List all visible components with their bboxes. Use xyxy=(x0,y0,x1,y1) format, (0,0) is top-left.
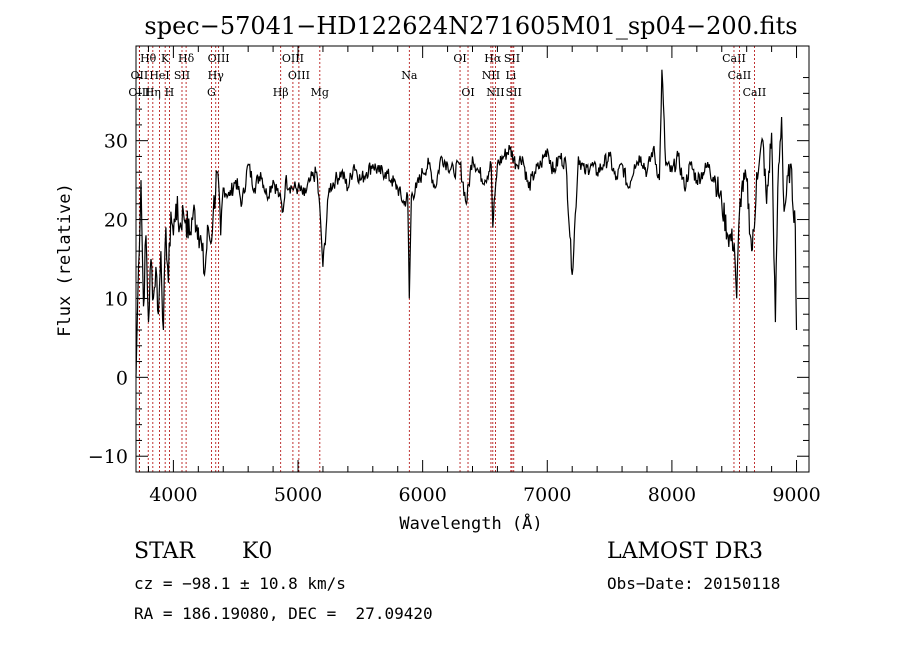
line-marker-label: OIII xyxy=(208,52,230,65)
line-marker-label: Hα xyxy=(484,52,502,65)
line-marker-label: CaII xyxy=(743,86,767,99)
line-marker-label: OIII xyxy=(288,69,310,82)
x-tick-label: 9000 xyxy=(772,484,820,506)
line-marker-label: OI xyxy=(461,86,474,99)
line-marker-label: K xyxy=(161,52,170,65)
plot-frame xyxy=(135,45,810,473)
y-tick-label: 10 xyxy=(104,288,128,310)
y-axis-ticks: −10 0 10 20 30 xyxy=(88,77,809,468)
line-marker-label: HeI xyxy=(149,69,169,82)
line-marker-label: G xyxy=(207,86,216,99)
line-marker-label: OI xyxy=(453,52,466,65)
survey-name: LAMOST DR3 xyxy=(607,539,763,564)
line-marker-label: NII xyxy=(486,86,504,99)
x-tick-label: 8000 xyxy=(648,484,696,506)
line-marker-label: Mg xyxy=(311,86,329,99)
line-marker-label: Hδ xyxy=(178,52,195,65)
flux-series-line xyxy=(135,69,798,378)
sky-coordinates: RA = 186.19080, DEC = 27.09420 xyxy=(134,604,433,623)
x-tick-label: 7000 xyxy=(523,484,571,506)
line-marker-label: OIII xyxy=(128,86,150,99)
line-marker-label: CaII xyxy=(722,52,746,65)
line-marker-label: SII xyxy=(504,52,520,65)
line-marker-label: OIII xyxy=(282,52,304,65)
line-marker-label: Hθ xyxy=(140,52,157,65)
y-tick-label: 30 xyxy=(104,131,128,153)
chart-title: spec−57041−HD122624N271605M01_sp04−200.f… xyxy=(144,12,797,40)
y-tick-label: −10 xyxy=(88,446,128,468)
line-marker-label: Hβ xyxy=(273,86,289,99)
x-tick-label: 6000 xyxy=(398,484,446,506)
line-marker-label: SII xyxy=(506,86,522,99)
y-tick-label: 20 xyxy=(104,210,128,232)
line-marker-label: Li xyxy=(505,69,516,82)
line-marker-label: NII xyxy=(482,69,500,82)
y-axis-label: Flux (relative) xyxy=(55,183,75,337)
line-marker-label: H xyxy=(165,86,175,99)
x-tick-label: 4000 xyxy=(149,484,197,506)
x-tick-label: 5000 xyxy=(274,484,322,506)
spectrum-chart: spec−57041−HD122624N271605M01_sp04−200.f… xyxy=(55,12,821,534)
line-marker-label: CaII xyxy=(728,69,752,82)
object-class: STAR xyxy=(134,539,195,564)
x-axis-ticks: 4000 5000 6000 7000 8000 9000 xyxy=(147,46,821,506)
y-tick-label: 0 xyxy=(116,367,128,389)
line-marker-label: Hγ xyxy=(208,69,225,82)
line-marker-label: Na xyxy=(401,69,418,82)
observation-date: Obs−Date: 20150118 xyxy=(607,574,781,593)
object-subclass: K0 xyxy=(242,539,273,564)
line-marker-label: SII xyxy=(174,69,190,82)
redshift-cz: cz = −98.1 ± 10.8 km/s xyxy=(134,574,346,593)
x-axis-label: Wavelength (Å) xyxy=(399,512,542,534)
line-marker-label: Hη xyxy=(145,86,161,99)
